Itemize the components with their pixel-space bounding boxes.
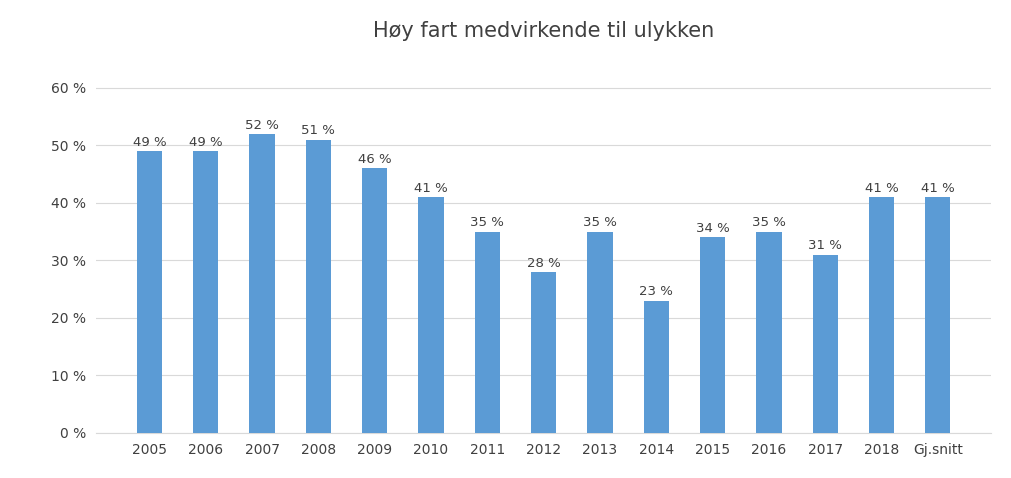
Text: 34 %: 34 % (695, 222, 729, 235)
Bar (868, 197, 894, 433)
Bar (812, 255, 837, 433)
Text: 35 %: 35 % (751, 217, 785, 229)
Bar (531, 272, 556, 433)
Bar (643, 301, 668, 433)
Title: Høy fart medvirkende til ulykken: Høy fart medvirkende til ulykken (373, 21, 714, 41)
Bar (305, 140, 331, 433)
Text: 51 %: 51 % (301, 124, 335, 137)
Bar (193, 151, 218, 433)
Text: 35 %: 35 % (582, 217, 617, 229)
Text: 41 %: 41 % (863, 182, 898, 195)
Bar (924, 197, 949, 433)
Text: 49 %: 49 % (132, 136, 166, 149)
Text: 23 %: 23 % (639, 285, 672, 298)
Text: 31 %: 31 % (808, 239, 841, 252)
Bar (586, 232, 612, 433)
Bar (418, 197, 443, 433)
Bar (700, 238, 725, 433)
Text: 28 %: 28 % (526, 257, 560, 270)
Bar (136, 151, 162, 433)
Bar (755, 232, 780, 433)
Text: 41 %: 41 % (920, 182, 953, 195)
Text: 41 %: 41 % (413, 182, 448, 195)
Text: 46 %: 46 % (358, 153, 391, 166)
Bar (362, 168, 387, 433)
Text: 52 %: 52 % (245, 119, 279, 131)
Text: 49 %: 49 % (189, 136, 222, 149)
Text: 35 %: 35 % (470, 217, 503, 229)
Bar (474, 232, 499, 433)
Bar (249, 134, 274, 433)
